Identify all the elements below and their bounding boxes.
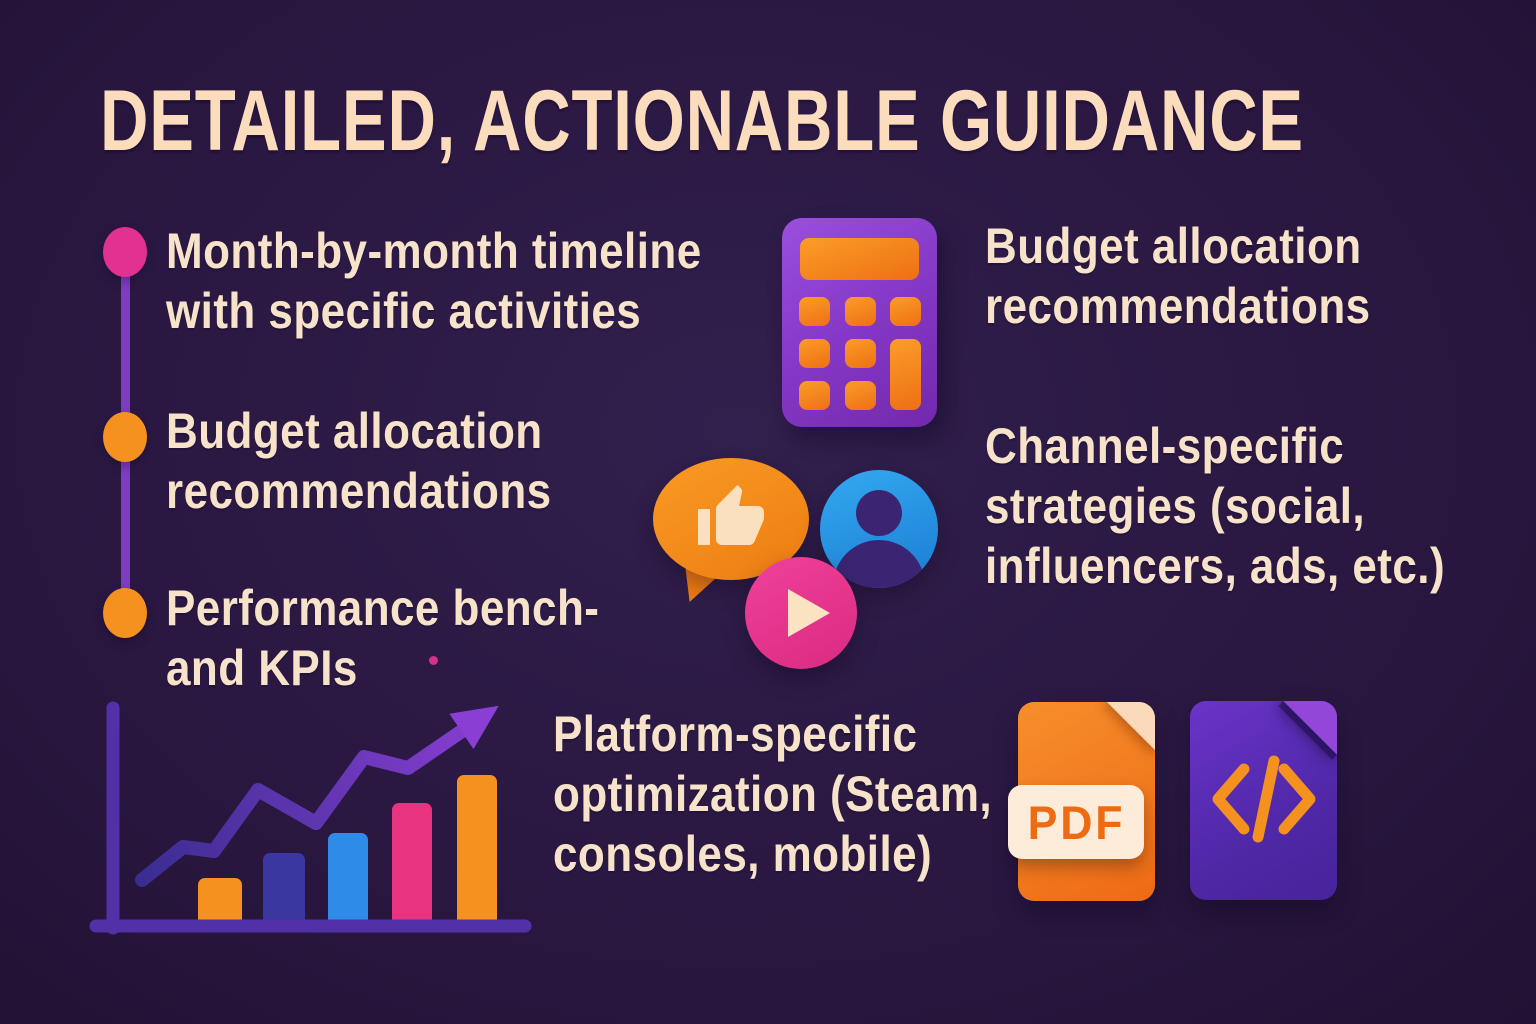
code-file-icon bbox=[1190, 701, 1337, 900]
callout-platform-optimization: Platform-specific optimization (Steam, c… bbox=[553, 706, 993, 882]
calculator-icon bbox=[782, 218, 937, 427]
page-fold bbox=[1283, 701, 1337, 755]
page-title: DETAILED, ACTIONABLE GUIDANCE bbox=[100, 73, 1304, 169]
decorative-dot bbox=[429, 656, 438, 665]
calculator-button bbox=[799, 339, 830, 368]
growth-chart-icon bbox=[89, 701, 532, 935]
user-avatar-icon bbox=[820, 470, 938, 588]
pdf-badge: PDF bbox=[1008, 785, 1144, 859]
chart-bars bbox=[198, 775, 497, 930]
timeline-item-performance-kpis: Performance bench- and KPIs bbox=[166, 580, 600, 696]
calculator-button bbox=[799, 297, 830, 326]
calculator-screen bbox=[800, 238, 919, 280]
timeline-dot-3 bbox=[103, 588, 147, 638]
callout-budget-allocation: Budget allocation recommendations bbox=[985, 218, 1371, 334]
chart-bar bbox=[198, 878, 242, 930]
callout-channel-strategies: Channel-specific strategies (social, inf… bbox=[985, 418, 1446, 594]
chart-bar bbox=[263, 853, 305, 930]
calculator-button bbox=[799, 381, 830, 410]
page-fold bbox=[1106, 702, 1155, 751]
timeline-dot-1 bbox=[103, 227, 147, 277]
pdf-badge-text: PDF bbox=[1027, 795, 1125, 849]
chart-bar bbox=[457, 775, 497, 930]
calculator-button bbox=[890, 297, 921, 326]
play-triangle bbox=[788, 589, 830, 637]
timeline-item-budget-allocation: Budget allocation recommendations bbox=[166, 403, 552, 519]
thumbs-up-icon bbox=[698, 485, 764, 545]
calculator-button-tall bbox=[890, 339, 921, 410]
calculator-button bbox=[845, 381, 876, 410]
avatar-head bbox=[856, 490, 902, 536]
timeline-dot-2 bbox=[103, 412, 147, 462]
trend-arrow bbox=[135, 705, 499, 887]
code-brackets-icon bbox=[1212, 755, 1316, 843]
chart-bar bbox=[392, 803, 432, 930]
play-button-icon bbox=[745, 557, 857, 669]
chart-bar bbox=[328, 833, 368, 930]
timeline-item-month-by-month: Month-by-month timeline with specific ac… bbox=[166, 223, 702, 339]
calculator-button bbox=[845, 339, 876, 368]
calculator-button bbox=[845, 297, 876, 326]
